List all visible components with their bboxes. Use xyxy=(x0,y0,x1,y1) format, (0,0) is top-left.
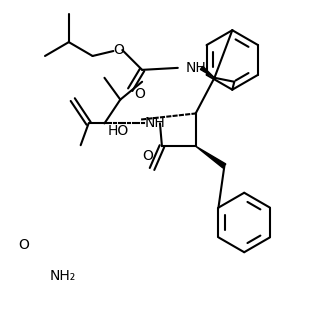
Text: NH: NH xyxy=(145,117,165,130)
Polygon shape xyxy=(196,146,226,168)
Text: O: O xyxy=(18,238,29,252)
Text: O: O xyxy=(135,87,146,101)
Text: O: O xyxy=(113,43,124,57)
Text: HO: HO xyxy=(108,124,129,138)
Polygon shape xyxy=(200,66,215,78)
Text: NH: NH xyxy=(185,61,206,75)
Text: NH₂: NH₂ xyxy=(50,269,76,283)
Text: O: O xyxy=(143,149,154,163)
